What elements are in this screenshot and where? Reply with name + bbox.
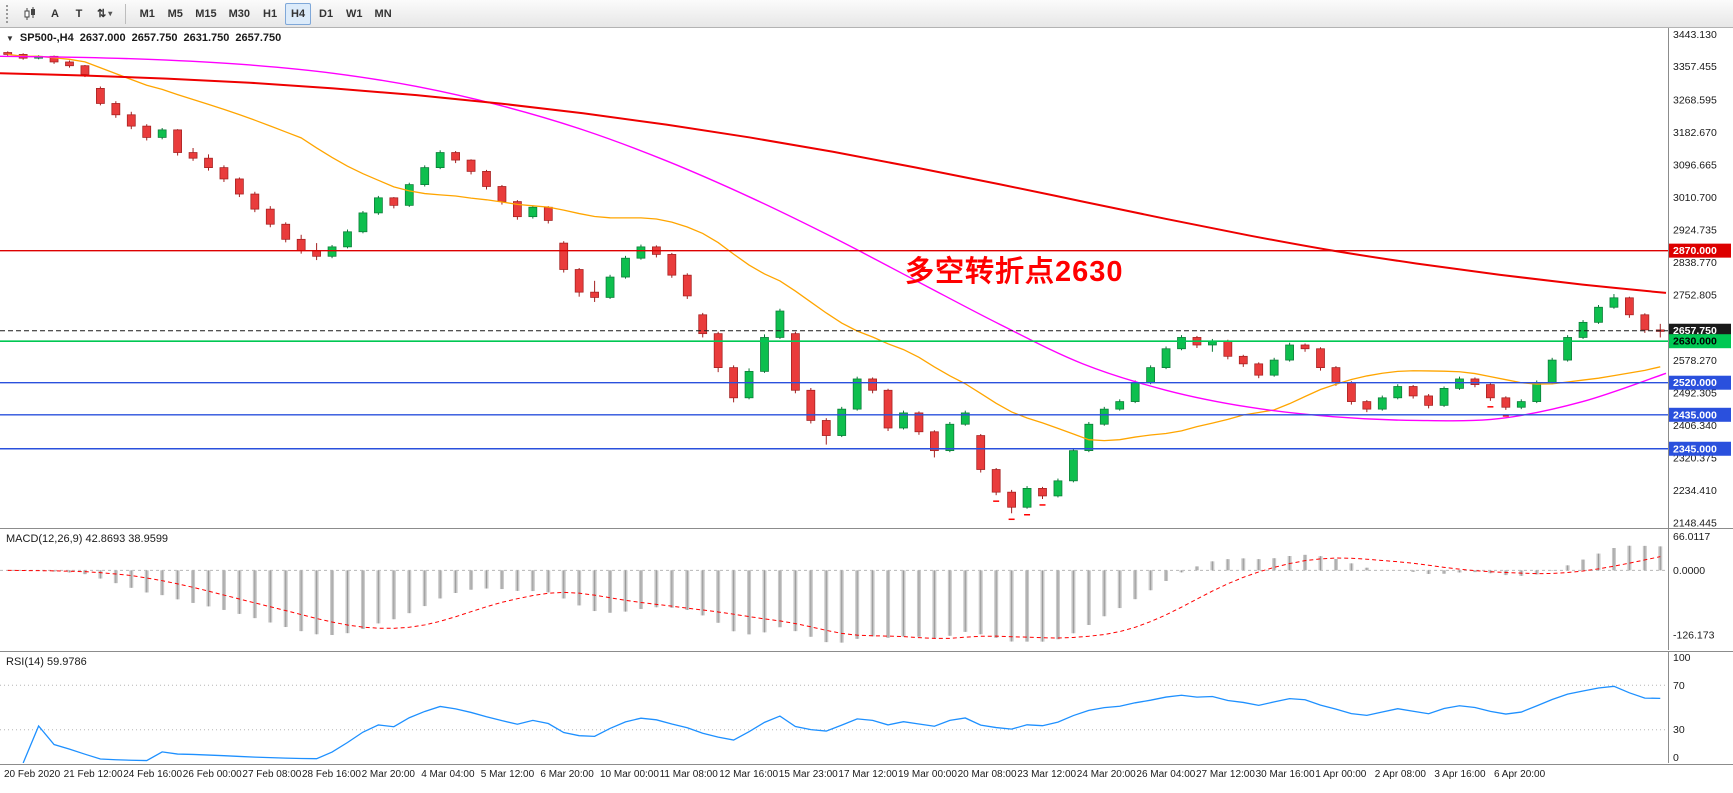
macd-pane[interactable]: 66.0117 0.0000 -126.173 MACD(12,26,9) 42.8… xyxy=(0,528,1733,651)
candlestick-chart-icon xyxy=(23,6,37,21)
fractal-markers xyxy=(993,406,1509,521)
macd-axis-ticks: 66.0117 0.0000 -126.173 xyxy=(1673,531,1715,642)
svg-text:2838.770: 2838.770 xyxy=(1673,257,1717,269)
timeframe-w1[interactable]: W1 xyxy=(341,3,368,25)
time-label: 24 Mar 20:00 xyxy=(1076,769,1136,780)
timeframe-h1[interactable]: H1 xyxy=(257,3,283,25)
scale-dropdown-button[interactable]: ⇅ ▾ xyxy=(92,3,117,25)
svg-text:3096.665: 3096.665 xyxy=(1673,160,1717,172)
time-label: 20 Mar 08:00 xyxy=(957,769,1017,780)
time-label: 21 Feb 12:00 xyxy=(63,769,123,780)
time-label: 27 Feb 08:00 xyxy=(242,769,302,780)
candles xyxy=(3,51,1665,514)
rsi-pane[interactable]: 100 70 30 0 RSI(14) 59.9786 xyxy=(0,651,1733,764)
price-pane[interactable]: 3443.130 3357.455 3268.595 3182.670 3096.665… xyxy=(0,28,1733,528)
time-label: 23 Mar 12:00 xyxy=(1017,769,1077,780)
timeframe-h4[interactable]: H4 xyxy=(285,2,312,25)
timeframe-m5[interactable]: M5 xyxy=(162,3,188,25)
time-label: 15 Mar 23:00 xyxy=(778,769,838,780)
time-label: 10 Mar 00:00 xyxy=(600,769,659,780)
svg-text:30: 30 xyxy=(1673,724,1685,736)
time-label: 6 Mar 20:00 xyxy=(540,769,594,780)
price-axis-ticks: 3443.130 3357.455 3268.595 3182.670 3096.665… xyxy=(1673,29,1717,528)
rsi-axis-ticks: 100 70 30 0 xyxy=(1673,652,1691,763)
timeframe-m15[interactable]: M15 xyxy=(190,3,221,25)
toolbar-separator xyxy=(125,3,127,24)
ma-fast-orange xyxy=(7,53,1661,442)
svg-text:2148.445: 2148.445 xyxy=(1673,517,1717,528)
ma-slow-red xyxy=(0,72,1667,294)
rsi-canvas[interactable]: 100 70 30 0 xyxy=(0,652,1733,763)
svg-text:0.0000: 0.0000 xyxy=(1673,565,1705,577)
time-label: 26 Mar 04:00 xyxy=(1136,769,1196,780)
svg-text:2234.410: 2234.410 xyxy=(1673,485,1717,497)
svg-text:2630.000: 2630.000 xyxy=(1673,336,1717,348)
chart-type-button[interactable] xyxy=(18,3,42,25)
time-label: 24 Feb 16:00 xyxy=(123,769,183,780)
time-label: 12 Mar 16:00 xyxy=(719,769,779,780)
time-label: 5 Mar 12:00 xyxy=(480,769,535,780)
svg-text:70: 70 xyxy=(1673,680,1685,692)
svg-text:3443.130: 3443.130 xyxy=(1673,29,1717,41)
time-label: 17 Mar 12:00 xyxy=(838,769,898,780)
time-label: 2 Apr 08:00 xyxy=(1374,769,1426,780)
time-label: 1 Apr 00:00 xyxy=(1315,769,1367,780)
svg-text:3182.670: 3182.670 xyxy=(1673,127,1717,139)
svg-text:2924.735: 2924.735 xyxy=(1673,224,1717,236)
price-chart-canvas[interactable]: 3443.130 3357.455 3268.595 3182.670 3096.665… xyxy=(0,28,1733,528)
time-axis[interactable]: 20 Feb 2020 21 Feb 12:00 24 Feb 16:00 26 Fe… xyxy=(0,764,1733,793)
time-label: 11 Mar 08:00 xyxy=(659,769,718,780)
svg-text:2345.000: 2345.000 xyxy=(1673,443,1717,455)
svg-text:2492.305: 2492.305 xyxy=(1673,388,1717,400)
svg-text:100: 100 xyxy=(1673,652,1691,664)
time-label: 26 Feb 00:00 xyxy=(182,769,242,780)
svg-text:66.0117: 66.0117 xyxy=(1673,531,1710,543)
timeframe-m30[interactable]: M30 xyxy=(224,3,255,25)
timeframe-mn[interactable]: MN xyxy=(370,3,397,25)
svg-text:3357.455: 3357.455 xyxy=(1673,61,1717,73)
svg-text:2406.340: 2406.340 xyxy=(1673,420,1717,432)
svg-text:2870.000: 2870.000 xyxy=(1673,245,1717,257)
svg-text:2752.805: 2752.805 xyxy=(1673,289,1717,301)
macd-canvas[interactable]: 66.0117 0.0000 -126.173 xyxy=(0,529,1733,650)
cursor-tool-button[interactable]: A xyxy=(44,3,66,25)
timeframe-d1[interactable]: D1 xyxy=(313,3,339,25)
time-label: 3 Apr 16:00 xyxy=(1434,769,1486,780)
svg-text:-126.173: -126.173 xyxy=(1673,630,1715,642)
svg-text:3268.595: 3268.595 xyxy=(1673,95,1717,107)
ma-mid-magenta xyxy=(0,55,1667,422)
svg-text:2578.270: 2578.270 xyxy=(1673,355,1717,367)
svg-text:2435.000: 2435.000 xyxy=(1673,409,1717,421)
toolbar-grip[interactable] xyxy=(6,4,11,23)
rsi-line xyxy=(22,685,1661,763)
time-label: 30 Mar 16:00 xyxy=(1255,769,1315,780)
time-label: 28 Feb 16:00 xyxy=(302,769,361,780)
chart-toolbar: A T ⇅ ▾ M1 M5 M15 M30 H1 H4 D1 W1 MN xyxy=(0,0,1733,28)
up-down-arrows-icon: ⇅ xyxy=(97,8,107,20)
time-label: 27 Mar 12:00 xyxy=(1196,769,1255,780)
horizontal-price-lines[interactable]: 2870.0002657.7502630.0002520.0002435.000… xyxy=(0,243,1731,456)
time-label: 4 Mar 04:00 xyxy=(421,769,475,780)
time-label: 19 Mar 00:00 xyxy=(898,769,957,780)
svg-text:0: 0 xyxy=(1673,752,1679,763)
macd-histogram xyxy=(21,545,1663,643)
chevron-down-icon: ▾ xyxy=(108,9,113,18)
svg-text:3010.700: 3010.700 xyxy=(1673,192,1717,204)
time-label: 2 Mar 20:00 xyxy=(361,769,415,780)
time-label: 6 Apr 20:00 xyxy=(1494,769,1546,780)
time-label: 20 Feb 2020 xyxy=(4,769,61,780)
svg-text:2520.000: 2520.000 xyxy=(1673,377,1717,389)
text-tool-button[interactable]: T xyxy=(68,3,90,25)
timeframe-m1[interactable]: M1 xyxy=(134,3,160,25)
